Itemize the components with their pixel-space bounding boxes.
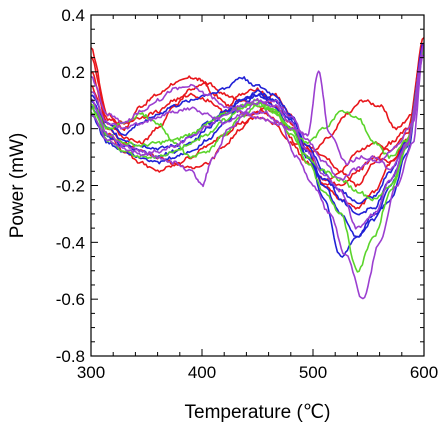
series-line-15 [91,54,424,230]
y-tick-label: -0.6 [56,290,85,309]
tick-labels: 300 400 500 600 -0.8 -0.6 -0.4 -0.2 0.0 0.2 0.4 [56,6,438,382]
x-axis-title: Temperature (℃) [185,402,331,423]
plot-frame [90,14,425,357]
x-tick-label: 300 [77,363,105,382]
series-line-2 [91,42,424,188]
y-tick-label: 0.2 [61,63,85,82]
y-tick-label: 0.4 [61,6,85,25]
y-axis-title: Power (mW) [7,133,28,239]
series-line-16 [91,45,424,181]
x-tick-label: 600 [410,363,438,382]
series-line-14 [91,43,424,300]
series-line-12 [91,48,424,202]
x-tick-label: 400 [188,363,216,382]
y-tick-label: -0.2 [56,177,85,196]
tick-marks [90,14,425,357]
series-line-10 [91,51,424,159]
plot-area [91,37,424,300]
series-line-9 [91,45,424,205]
series-line-4 [91,42,424,210]
y-tick-label: -0.8 [56,347,85,366]
series-line-13 [91,43,424,166]
y-tick-label: 0.0 [61,120,85,139]
x-tick-label: 500 [299,363,327,382]
y-tick-label: -0.4 [56,233,85,252]
series-line-8 [91,51,424,216]
